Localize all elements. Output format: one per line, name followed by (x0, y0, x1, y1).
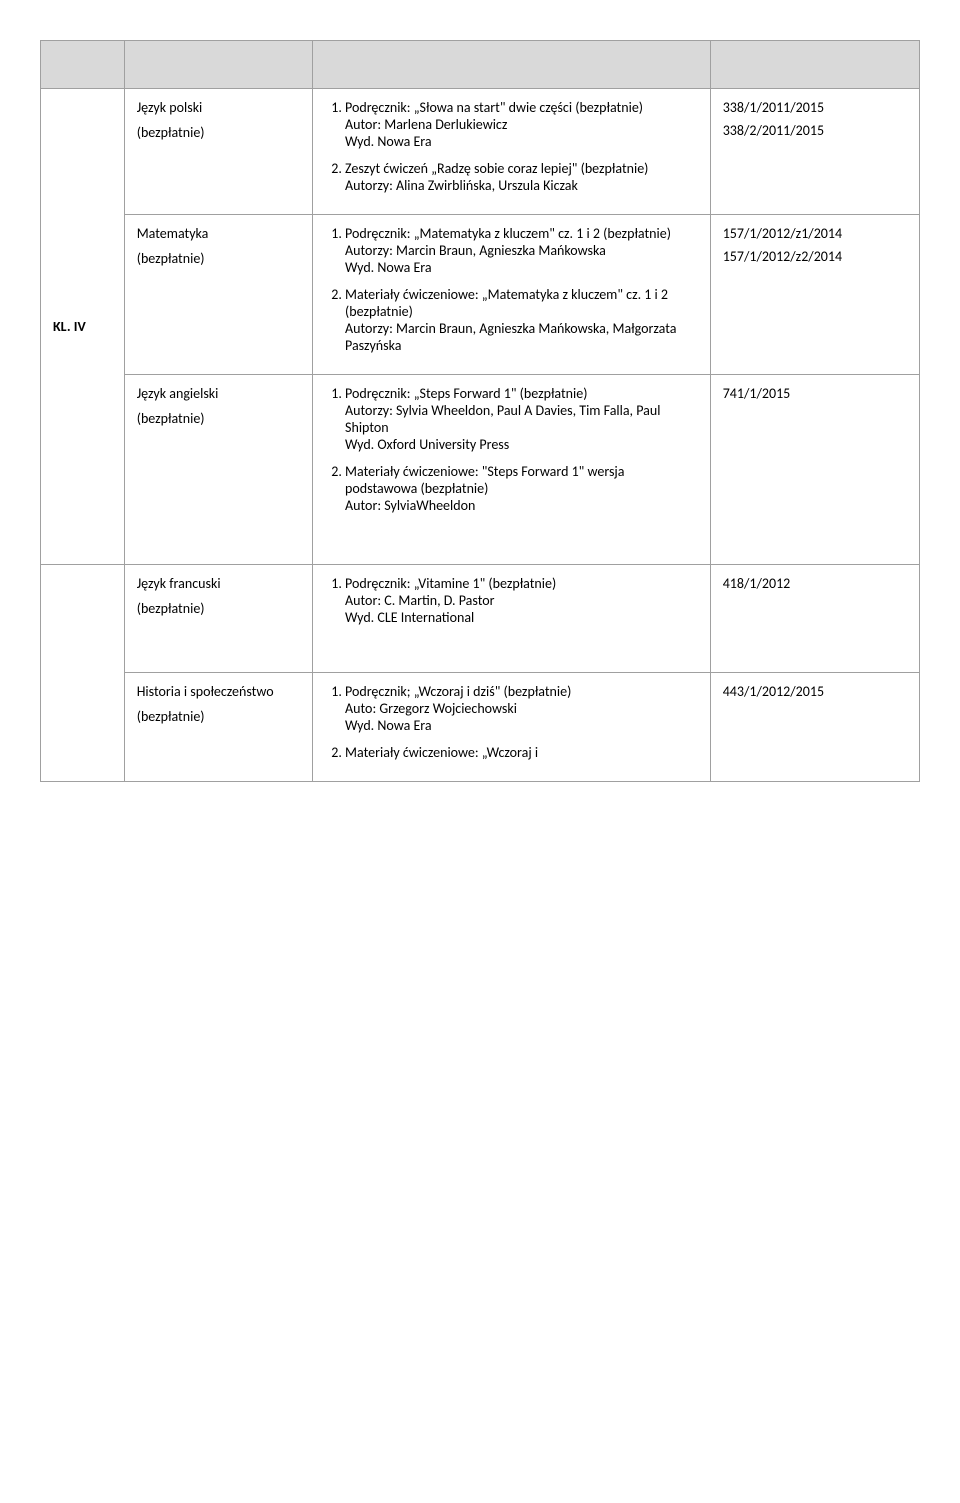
item-title: Materiały ćwiczeniowe: „Wczoraj i (345, 744, 698, 761)
subject-cell: Język angielski (bezpłatnie) (124, 375, 312, 565)
content-cell: Podręcznik: „Steps Forward 1" (bezpłatni… (313, 375, 711, 565)
subject-free: (bezpłatnie) (137, 124, 300, 141)
content-cell: Podręcznik: „Matematyka z kluczem" cz. 1… (313, 215, 711, 375)
item-title: Podręcznik: „Vitamine 1" (bezpłatnie) (345, 575, 698, 592)
code-value: 338/1/2011/2015 (723, 99, 907, 116)
table-row: Język francuski (bezpłatnie) Podręcznik:… (41, 565, 920, 673)
subject-free: (bezpłatnie) (137, 708, 300, 725)
code-value: 157/1/2012/z2/2014 (723, 248, 907, 265)
content-cell: Podręcznik: „Słowa na start" dwie części… (313, 89, 711, 215)
item-title: Materiały ćwiczeniowe: „Matematyka z klu… (345, 286, 698, 320)
header-cell-3 (313, 41, 711, 89)
table-row: Matematyka (bezpłatnie) Podręcznik: „Mat… (41, 215, 920, 375)
subject-name: Historia i społeczeństwo (137, 683, 300, 700)
code-value: 418/1/2012 (723, 575, 907, 592)
list-item: Materiały ćwiczeniowe: "Steps Forward 1"… (345, 463, 698, 514)
content-cell: Podręcznik: „Vitamine 1" (bezpłatnie) Au… (313, 565, 711, 673)
list-item: Materiały ćwiczeniowe: „Matematyka z klu… (345, 286, 698, 354)
list-item: Podręcznik: „Matematyka z kluczem" cz. 1… (345, 225, 698, 276)
header-row (41, 41, 920, 89)
list-item: Zeszyt ćwiczeń „Radzę sobie coraz lepiej… (345, 160, 698, 194)
list-item: Podręcznik: „Steps Forward 1" (bezpłatni… (345, 385, 698, 453)
list-item: Podręcznik: „Vitamine 1" (bezpłatnie) Au… (345, 575, 698, 626)
item-author: Autorzy: Alina Zwirblińska, Urszula Kicz… (345, 177, 698, 194)
item-author: Autor: C. Martin, D. Pastor (345, 592, 698, 609)
class-label-cell: KL. IV (41, 89, 125, 565)
subject-name: Język angielski (137, 385, 300, 402)
class-label: KL. IV (53, 318, 86, 335)
subject-free: (bezpłatnie) (137, 250, 300, 267)
item-title: Materiały ćwiczeniowe: "Steps Forward 1"… (345, 463, 698, 497)
item-pub: Wyd. Nowa Era (345, 259, 698, 276)
empty-label-cell (41, 565, 125, 673)
code-cell: 157/1/2012/z1/2014 157/1/2012/z2/2014 (710, 215, 919, 375)
list-item: Materiały ćwiczeniowe: „Wczoraj i (345, 744, 698, 761)
item-author: Autor: SylviaWheeldon (345, 497, 698, 514)
item-author: Autorzy: Marcin Braun, Agnieszka Mańkows… (345, 242, 698, 259)
header-cell-1 (41, 41, 125, 89)
textbook-table: KL. IV Język polski (bezpłatnie) Podręcz… (40, 40, 920, 782)
code-cell: 338/1/2011/2015 338/2/2011/2015 (710, 89, 919, 215)
item-author: Autor: Marlena Derlukiewicz (345, 116, 698, 133)
code-cell: 443/1/2012/2015 (710, 673, 919, 782)
subject-free: (bezpłatnie) (137, 600, 300, 617)
subject-name: Matematyka (137, 225, 300, 242)
code-cell: 418/1/2012 (710, 565, 919, 673)
item-title: Podręcznik: „Steps Forward 1" (bezpłatni… (345, 385, 698, 402)
item-title: Podręcznik; „Wczoraj i dziś" (bezpłatnie… (345, 683, 698, 700)
subject-cell: Matematyka (bezpłatnie) (124, 215, 312, 375)
table-row: KL. IV Język polski (bezpłatnie) Podręcz… (41, 89, 920, 215)
item-author: Auto: Grzegorz Wojciechowski (345, 700, 698, 717)
item-pub: Wyd. CLE International (345, 609, 698, 626)
code-value: 741/1/2015 (723, 385, 907, 402)
header-cell-2 (124, 41, 312, 89)
item-author: Autorzy: Sylvia Wheeldon, Paul A Davies,… (345, 402, 698, 436)
item-pub: Wyd. Oxford University Press (345, 436, 698, 453)
header-cell-4 (710, 41, 919, 89)
item-author: Autorzy: Marcin Braun, Agnieszka Mańkows… (345, 320, 698, 354)
item-pub: Wyd. Nowa Era (345, 133, 698, 150)
item-title: Podręcznik: „Słowa na start" dwie części… (345, 99, 698, 116)
code-cell: 741/1/2015 (710, 375, 919, 565)
item-pub: Wyd. Nowa Era (345, 717, 698, 734)
item-title: Podręcznik: „Matematyka z kluczem" cz. 1… (345, 225, 698, 242)
code-value: 443/1/2012/2015 (723, 683, 907, 700)
item-title: Zeszyt ćwiczeń „Radzę sobie coraz lepiej… (345, 160, 698, 177)
subject-cell: Język polski (bezpłatnie) (124, 89, 312, 215)
subject-name: Język polski (137, 99, 300, 116)
table-row: Historia i społeczeństwo (bezpłatnie) Po… (41, 673, 920, 782)
code-value: 157/1/2012/z1/2014 (723, 225, 907, 242)
subject-cell: Historia i społeczeństwo (bezpłatnie) (124, 673, 312, 782)
list-item: Podręcznik: „Słowa na start" dwie części… (345, 99, 698, 150)
code-value: 338/2/2011/2015 (723, 122, 907, 139)
content-cell: Podręcznik; „Wczoraj i dziś" (bezpłatnie… (313, 673, 711, 782)
list-item: Podręcznik; „Wczoraj i dziś" (bezpłatnie… (345, 683, 698, 734)
subject-free: (bezpłatnie) (137, 410, 300, 427)
subject-name: Język francuski (137, 575, 300, 592)
table-row: Język angielski (bezpłatnie) Podręcznik:… (41, 375, 920, 565)
empty-label-cell (41, 673, 125, 782)
subject-cell: Język francuski (bezpłatnie) (124, 565, 312, 673)
